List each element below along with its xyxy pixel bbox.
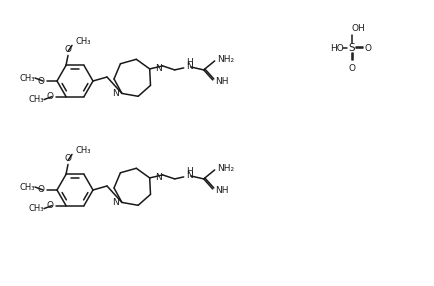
Text: N: N	[112, 89, 119, 98]
Text: NH₂: NH₂	[216, 55, 233, 64]
Text: N: N	[112, 198, 119, 207]
Text: O: O	[348, 63, 355, 72]
Text: O: O	[37, 76, 44, 86]
Text: CH₃: CH₃	[76, 146, 91, 155]
Text: O: O	[364, 43, 371, 53]
Text: CH₃: CH₃	[76, 37, 91, 46]
Text: HO: HO	[329, 43, 343, 53]
Text: OH: OH	[351, 23, 365, 33]
Text: O: O	[46, 92, 53, 101]
Text: NH₂: NH₂	[216, 164, 233, 173]
Text: CH₃: CH₃	[28, 204, 44, 213]
Text: N: N	[185, 171, 192, 180]
Text: N: N	[155, 173, 161, 182]
Text: CH₃: CH₃	[28, 95, 44, 104]
Text: H: H	[185, 58, 192, 67]
Text: H: H	[185, 167, 192, 176]
Text: N: N	[155, 64, 161, 74]
Text: N: N	[185, 62, 192, 72]
Text: O: O	[37, 186, 44, 194]
Text: NH: NH	[214, 186, 228, 195]
Text: O: O	[46, 201, 53, 210]
Text: CH₃: CH₃	[19, 74, 35, 82]
Text: NH: NH	[214, 78, 228, 86]
Text: S: S	[348, 43, 355, 53]
Text: CH₃: CH₃	[19, 182, 35, 192]
Text: O: O	[64, 45, 71, 54]
Text: O: O	[64, 154, 71, 163]
